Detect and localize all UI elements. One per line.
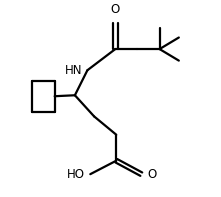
Text: O: O	[111, 3, 120, 16]
Text: O: O	[147, 168, 156, 181]
Text: HO: HO	[67, 168, 84, 181]
Text: HN: HN	[65, 64, 83, 77]
